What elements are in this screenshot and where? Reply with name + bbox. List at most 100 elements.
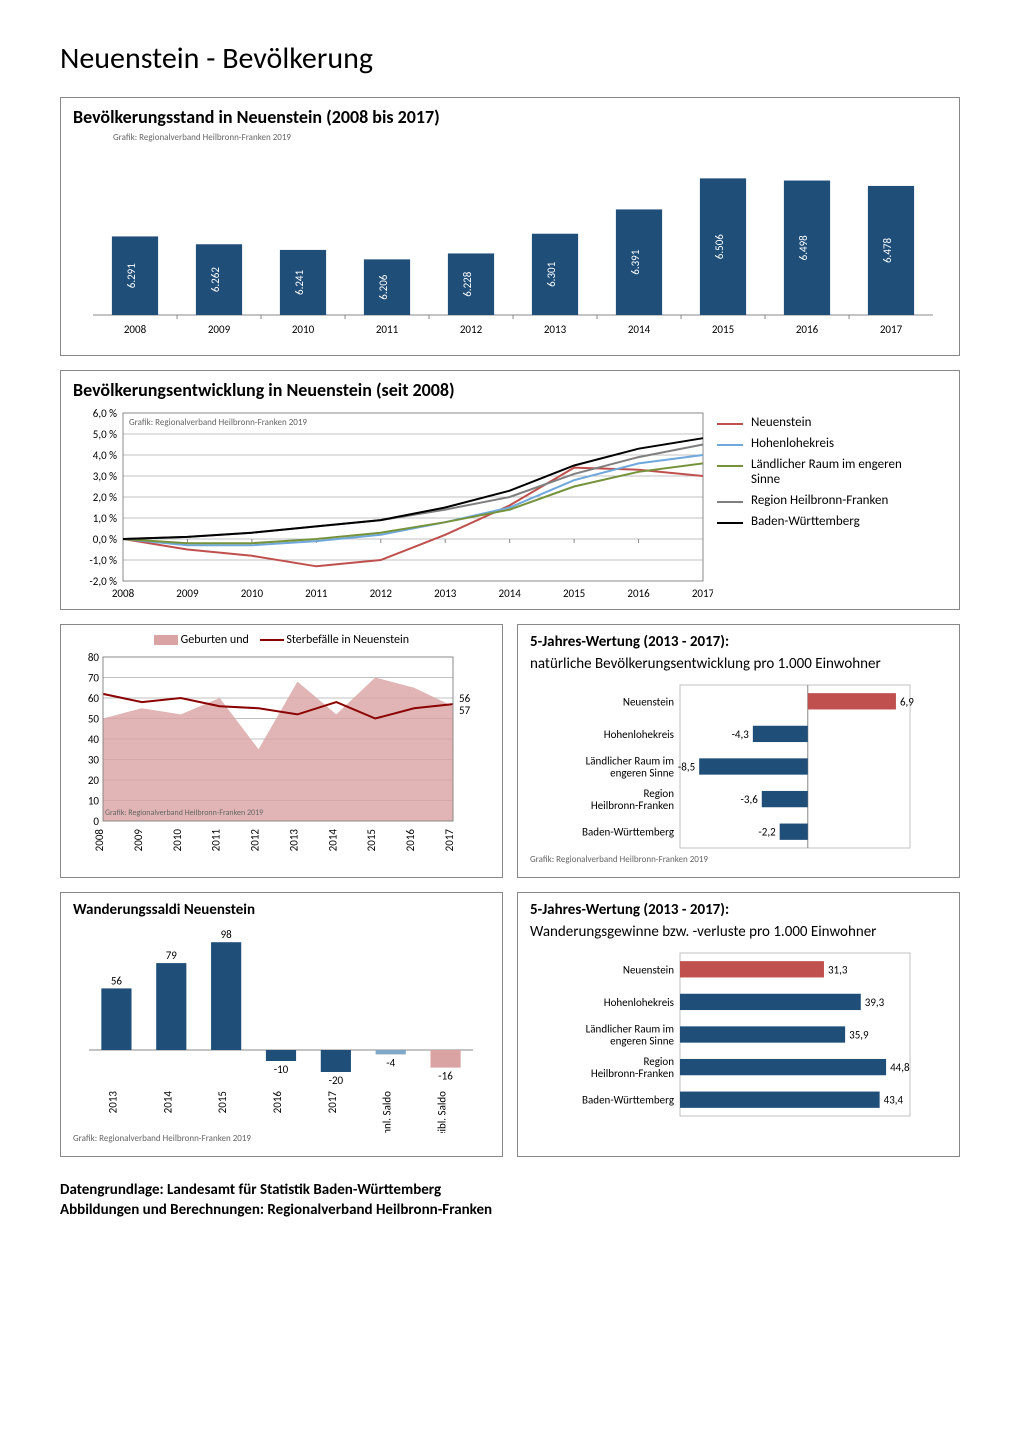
svg-text:2,0 %: 2,0 %: [93, 491, 117, 504]
svg-text:Grafik: Regionalverband Heilbr: Grafik: Regionalverband Heilbronn-Franke…: [105, 808, 263, 818]
svg-text:6.206: 6.206: [377, 274, 390, 300]
svg-text:2013: 2013: [434, 587, 457, 600]
svg-text:-1,0 %: -1,0 %: [89, 554, 117, 567]
chart5-panel: Wanderungssaldi Neuenstein 56 2013 79 2014 9…: [60, 892, 503, 1157]
svg-text:2009: 2009: [208, 323, 231, 336]
chart6-subtitle: Wanderungsgewinne bzw. -verluste pro 1.0…: [530, 923, 947, 941]
svg-text:6,9: 6,9: [900, 695, 914, 708]
svg-text:Grafik: Regionalverband Heilbr: Grafik: Regionalverband Heilbronn-Franke…: [129, 417, 307, 428]
chart2-svg: -2,0 %-1,0 %0,0 %1,0 %2,0 %3,0 %4,0 %5,0…: [73, 405, 713, 605]
svg-text:-4: -4: [386, 1056, 395, 1069]
svg-text:10: 10: [88, 795, 100, 808]
svg-text:-10: -10: [274, 1063, 289, 1076]
svg-text:2010: 2010: [241, 587, 264, 600]
svg-text:6,0 %: 6,0 %: [93, 407, 117, 420]
chart6-svg: Neuenstein31,3Hohenlohekreis39,3Ländlich…: [530, 947, 940, 1122]
svg-text:6.478: 6.478: [881, 238, 894, 264]
svg-text:2014: 2014: [161, 1091, 174, 1114]
chart4-subtitle: natürliche Bevölkerungsentwicklung pro 1…: [530, 655, 947, 673]
svg-text:2010: 2010: [292, 323, 315, 336]
chart2-legend: NeuensteinHohenlohekreisLändlicher Raum …: [713, 405, 915, 605]
svg-text:2017: 2017: [326, 1091, 339, 1114]
svg-text:engeren Sinne: engeren Sinne: [610, 1035, 674, 1048]
svg-text:männl. Saldo: männl. Saldo: [381, 1091, 394, 1133]
svg-text:0,0 %: 0,0 %: [93, 533, 117, 546]
svg-text:2008: 2008: [93, 829, 106, 852]
svg-text:56: 56: [111, 974, 123, 987]
svg-text:6.301: 6.301: [545, 261, 558, 287]
svg-text:2010: 2010: [171, 829, 184, 852]
svg-text:79: 79: [166, 949, 178, 962]
chart1-svg: 6.29120086.26220096.24120106.20620116.22…: [73, 143, 943, 343]
chart5-title: Wanderungssaldi Neuenstein: [73, 901, 490, 919]
svg-text:6.506: 6.506: [713, 234, 726, 260]
svg-text:2008: 2008: [112, 587, 135, 600]
svg-text:-2,2: -2,2: [758, 826, 776, 839]
svg-text:44,8: 44,8: [890, 1061, 910, 1074]
chart3-panel: Geburten und Sterbefälle in Neuenstein 0…: [60, 624, 503, 878]
svg-text:2016: 2016: [796, 323, 819, 336]
svg-text:-3,6: -3,6: [741, 793, 759, 806]
svg-text:60: 60: [88, 692, 100, 705]
svg-text:39,3: 39,3: [865, 996, 885, 1009]
svg-text:5,0 %: 5,0 %: [93, 428, 117, 441]
svg-text:0: 0: [93, 815, 99, 828]
svg-text:50: 50: [88, 713, 100, 726]
chart3-legend-births: Geburten und: [181, 633, 249, 647]
chart5-credit: Grafik: Regionalverband Heilbronn-Franke…: [73, 1133, 490, 1144]
svg-text:2017: 2017: [880, 323, 903, 336]
svg-text:2016: 2016: [404, 829, 417, 852]
chart4-panel: 5-Jahres-Wertung (2013 - 2017): natürlic…: [517, 624, 960, 878]
footer-line1: Datengrundlage: Landesamt für Statistik …: [60, 1181, 960, 1199]
svg-text:2015: 2015: [365, 829, 378, 851]
svg-text:2013: 2013: [544, 323, 567, 336]
svg-text:Neuenstein: Neuenstein: [623, 695, 674, 708]
svg-text:-4,3: -4,3: [732, 728, 750, 741]
svg-text:2015: 2015: [712, 323, 734, 336]
svg-text:6.228: 6.228: [461, 271, 474, 297]
svg-text:3,0 %: 3,0 %: [93, 470, 117, 483]
svg-text:2011: 2011: [210, 829, 223, 852]
svg-text:engeren Sinne: engeren Sinne: [610, 767, 674, 780]
svg-text:Hohenlohekreis: Hohenlohekreis: [604, 996, 674, 1009]
chart4-credit: Grafik: Regionalverband Heilbronn-Franke…: [530, 854, 947, 865]
chart3-svg: 010203040506070805657Grafik: Regionalver…: [73, 651, 483, 861]
chart3-legend-deaths: Sterbefälle in Neuenstein: [286, 633, 409, 647]
svg-text:4,0 %: 4,0 %: [93, 449, 117, 462]
svg-text:-20: -20: [329, 1074, 344, 1087]
svg-text:2014: 2014: [499, 587, 522, 600]
svg-text:weibl. Saldo: weibl. Saldo: [436, 1091, 449, 1133]
svg-text:98: 98: [221, 928, 233, 941]
svg-text:80: 80: [88, 651, 100, 664]
svg-text:2014: 2014: [628, 323, 651, 336]
chart4-title: 5-Jahres-Wertung (2013 - 2017):: [530, 633, 947, 651]
svg-text:43,4: 43,4: [884, 1094, 904, 1107]
svg-text:2015: 2015: [563, 587, 585, 600]
svg-text:2012: 2012: [460, 323, 483, 336]
svg-text:2009: 2009: [132, 829, 145, 852]
chart6-panel: 5-Jahres-Wertung (2013 - 2017): Wanderun…: [517, 892, 960, 1157]
svg-text:6.391: 6.391: [629, 249, 642, 275]
svg-text:20: 20: [88, 774, 100, 787]
chart2-panel: Bevölkerungsentwicklung in Neuenstein (s…: [60, 370, 960, 610]
chart5-svg: 562013792014982015-102016-202017-4männl.…: [73, 923, 483, 1133]
footer-line2: Abbildungen und Berechnungen: Regionalve…: [60, 1201, 960, 1219]
svg-text:6.291: 6.291: [125, 263, 138, 289]
svg-text:31,3: 31,3: [828, 963, 848, 976]
svg-text:6.498: 6.498: [797, 235, 810, 261]
svg-text:2013: 2013: [106, 1091, 119, 1114]
svg-text:2017: 2017: [692, 587, 713, 600]
svg-text:2011: 2011: [305, 587, 328, 600]
svg-text:2008: 2008: [124, 323, 147, 336]
svg-text:2016: 2016: [627, 587, 650, 600]
svg-text:6.241: 6.241: [293, 270, 306, 296]
chart3-legend: Geburten und Sterbefälle in Neuenstein: [73, 633, 490, 647]
svg-text:70: 70: [88, 672, 100, 685]
svg-text:2013: 2013: [287, 829, 300, 852]
svg-text:2011: 2011: [376, 323, 399, 336]
svg-text:1,0 %: 1,0 %: [93, 512, 117, 525]
svg-text:30: 30: [88, 754, 100, 767]
svg-text:Baden-Württemberg: Baden-Württemberg: [582, 1094, 674, 1107]
svg-text:2014: 2014: [326, 829, 339, 852]
svg-text:35,9: 35,9: [849, 1029, 869, 1042]
